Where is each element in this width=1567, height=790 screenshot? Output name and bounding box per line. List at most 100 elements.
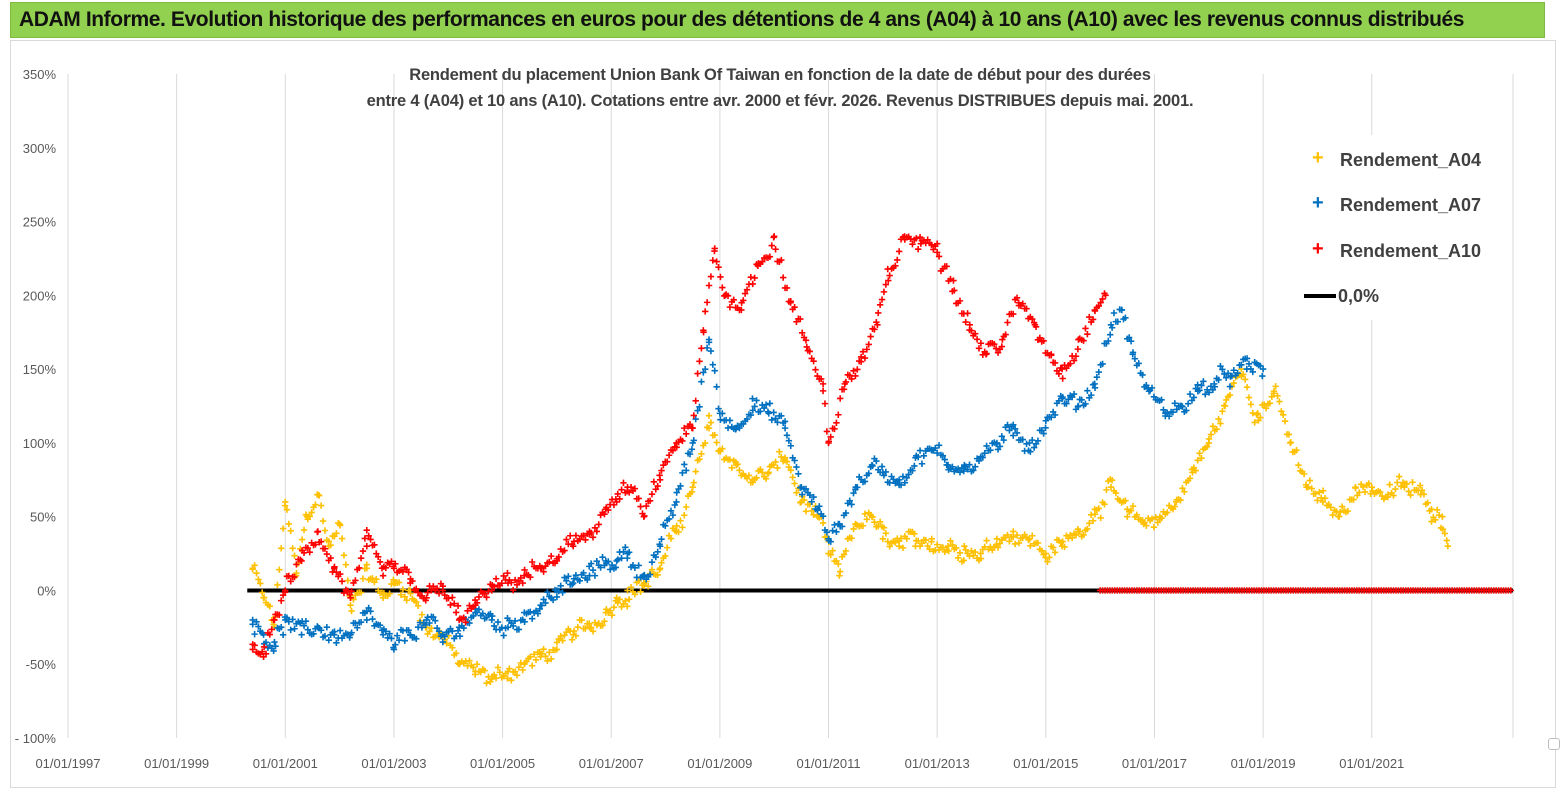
point-rendement-a10 — [841, 380, 849, 388]
marker-rendement-a07 — [1259, 372, 1266, 380]
marker-rendement-a04 — [1281, 417, 1289, 425]
marker-rendement-a04 — [1344, 507, 1352, 515]
marker-rendement-a07 — [918, 460, 926, 467]
marker-rendement-a04 — [538, 650, 545, 658]
marker-rendement-a07 — [785, 437, 793, 444]
marker-rendement-a07 — [262, 639, 270, 646]
x-tick-label: 01/01/2005 — [470, 756, 535, 771]
chart-legend: + Rendement_A04 + Rendement_A07 + Rendem… — [1280, 135, 1510, 320]
marker-rendement-a07 — [778, 412, 785, 420]
marker-rendement-a04 — [791, 480, 798, 487]
marker-rendement-a04 — [892, 539, 899, 546]
marker-rendement-a07 — [1131, 355, 1139, 362]
marker-rendement-a10 — [648, 490, 656, 498]
point-rendement-a07 — [330, 631, 338, 638]
marker-rendement-a10 — [382, 564, 389, 572]
marker-rendement-a10 — [643, 502, 650, 510]
marker-rendement-a07 — [302, 617, 310, 625]
marker-rendement-a07 — [772, 415, 779, 422]
marker-rendement-a04 — [544, 657, 551, 665]
marker-rendement-a10 — [449, 594, 456, 601]
marker-rendement-a04 — [1316, 489, 1323, 496]
marker-rendement-a04 — [971, 548, 979, 556]
marker-rendement-a04 — [1038, 547, 1045, 555]
marker-rendement-a07 — [278, 623, 285, 631]
marker-rendement-a07 — [1219, 366, 1226, 373]
marker-rendement-a04 — [835, 560, 842, 568]
marker-rendement-a04 — [1127, 507, 1135, 514]
point-rendement-a04 — [781, 454, 789, 461]
marker-rendement-a10 — [548, 552, 555, 560]
marker-rendement-a10 — [768, 242, 775, 249]
marker-rendement-a04 — [287, 527, 294, 535]
point-rendement-a07 — [1259, 365, 1267, 373]
marker-rendement-a10 — [464, 607, 471, 615]
marker-rendement-a10 — [819, 387, 827, 395]
marker-rendement-a07 — [698, 378, 705, 385]
point-rendement-a07 — [553, 587, 561, 594]
resize-handle[interactable] — [1548, 738, 1560, 750]
marker-rendement-a07 — [635, 562, 642, 569]
point-rendement-a04 — [1384, 491, 1392, 498]
marker-rendement-a07 — [886, 479, 893, 487]
marker-rendement-a04 — [859, 522, 867, 529]
marker-rendement-a04 — [504, 675, 511, 682]
point-rendement-a10 — [282, 587, 289, 594]
chart-title-line1: Rendement du placement Union Bank Of Tai… — [409, 66, 1151, 84]
marker-rendement-a07 — [903, 474, 910, 482]
point-rendement-a04 — [1026, 535, 1033, 542]
marker-rendement-a04 — [667, 535, 675, 542]
marker-rendement-a04 — [753, 474, 760, 481]
marker-rendement-a10 — [580, 532, 587, 539]
marker-rendement-a04 — [1213, 425, 1220, 433]
marker-rendement-a10 — [998, 343, 1006, 350]
marker-rendement-a07 — [711, 367, 718, 374]
marker-rendement-a07 — [688, 446, 696, 453]
marker-rendement-a07 — [1127, 338, 1135, 345]
marker-rendement-a07 — [1084, 387, 1091, 394]
marker-rendement-a07 — [751, 403, 758, 410]
marker-rendement-a10 — [373, 550, 380, 557]
marker-rendement-a04 — [939, 544, 947, 551]
x-tick-label: 01/01/1999 — [144, 756, 209, 771]
marker-rendement-a07 — [395, 636, 403, 644]
marker-rendement-a10 — [692, 397, 699, 405]
marker-rendement-a04 — [1395, 473, 1403, 480]
marker-rendement-a10 — [705, 282, 713, 289]
point-rendement-a04 — [624, 587, 631, 594]
marker-rendement-a07 — [511, 617, 519, 625]
marker-rendement-a10 — [374, 553, 382, 561]
point-rendement-a10 — [1058, 365, 1066, 373]
point-rendement-a07 — [716, 410, 724, 417]
point-rendement-a07 — [390, 646, 398, 653]
marker-rendement-a04 — [608, 611, 616, 619]
marker-rendement-a07 — [996, 443, 1004, 450]
marker-rendement-a04 — [483, 680, 490, 687]
marker-rendement-a10 — [916, 233, 924, 241]
marker-rendement-a04 — [1226, 391, 1234, 399]
marker-rendement-a10 — [1013, 294, 1021, 301]
point-rendement-a07 — [1227, 373, 1234, 380]
marker-rendement-a04 — [911, 530, 918, 537]
marker-rendement-a10 — [348, 588, 355, 595]
marker-rendement-a07 — [831, 521, 838, 529]
marker-rendement-a04 — [357, 589, 365, 596]
marker-rendement-a04 — [949, 541, 956, 549]
marker-rendement-a07 — [557, 582, 564, 589]
marker-rendement-a04 — [1046, 554, 1053, 561]
point-rendement-a04 — [977, 550, 984, 557]
legend-line-zero — [1304, 294, 1336, 298]
point-rendement-a07 — [852, 483, 859, 491]
marker-rendement-a04 — [954, 554, 962, 562]
marker-rendement-a04 — [1192, 467, 1199, 474]
point-rendement-a10 — [347, 594, 354, 602]
marker-rendement-a10 — [336, 570, 344, 578]
point-rendement-a10 — [700, 329, 707, 336]
marker-rendement-a10 — [278, 597, 285, 604]
y-tick-label: 250% — [23, 215, 57, 230]
marker-rendement-a04 — [426, 628, 433, 635]
point-rendement-a07 — [1091, 380, 1098, 388]
point-rendement-a10 — [455, 616, 463, 624]
marker-rendement-a04 — [570, 627, 578, 635]
marker-rendement-a10 — [759, 258, 766, 265]
